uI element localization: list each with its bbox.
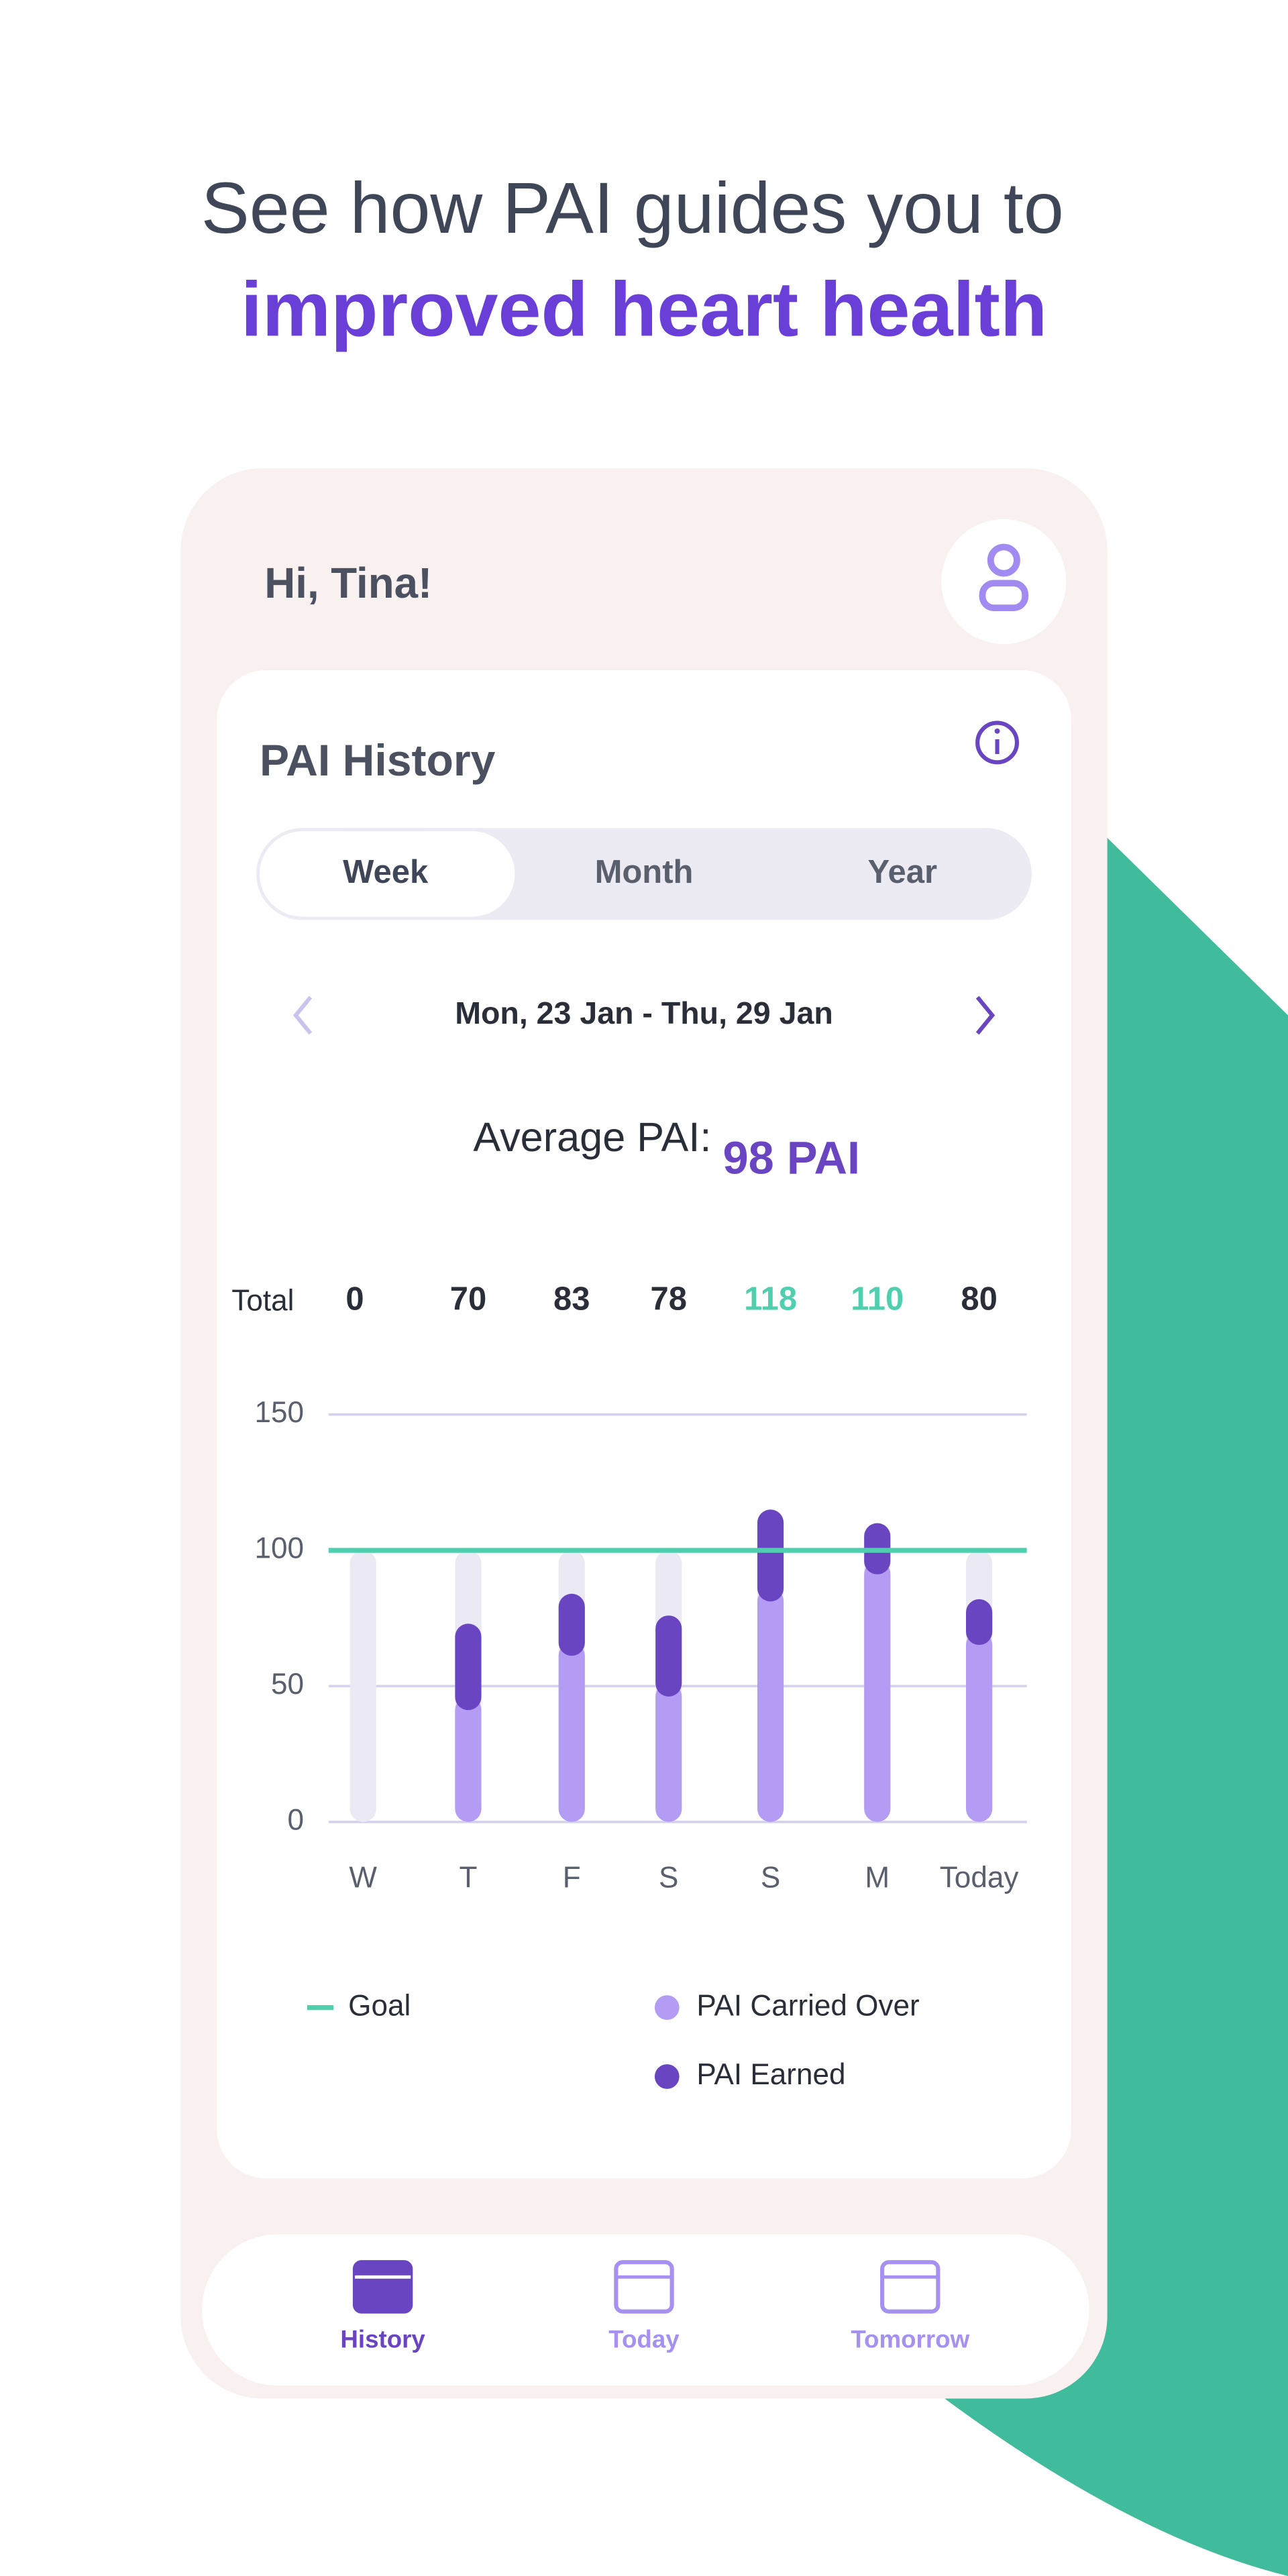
y-tick-label: 150 [255,1396,305,1429]
legend-label: Goal [348,1989,411,2022]
bar-segment [757,1588,784,1822]
y-tick-label: 100 [255,1532,305,1565]
bar-segment [558,1642,585,1822]
nav-item[interactable]: Tomorrow [851,2325,969,2353]
x-tick-label: M [865,1861,890,1894]
avatar-icon [979,580,1029,612]
total-label: 110 [851,1281,904,1318]
legend-label: PAI Carried Over [696,1989,919,2022]
nav-item[interactable]: Today [608,2325,680,2353]
headline-emphasis: improved heart health [241,267,1047,353]
legend-swatch [654,1995,680,2021]
total-label: 118 [744,1281,797,1318]
legend-label: PAI Earned [696,2058,845,2091]
x-tick-label: Today [940,1861,1019,1894]
total-label: 80 [961,1281,997,1318]
next-button[interactable] [975,996,996,1035]
bar-segment [455,1623,482,1711]
x-tick-label: S [659,1861,678,1894]
prev-button[interactable] [292,996,313,1035]
avatar-icon [987,543,1020,577]
y-tick-label: 50 [271,1668,304,1701]
total-label: 0 [345,1281,364,1318]
tab[interactable]: Year [868,854,938,890]
total-label: 70 [450,1281,486,1318]
tab[interactable]: Month [595,854,694,890]
nav-icon [880,2260,941,2314]
bar-segment [757,1509,784,1602]
card-title: PAI History [260,736,496,786]
tab-selected [259,831,515,917]
info-button[interactable] [975,720,1019,765]
history-card [217,670,1071,2179]
nav-icon [352,2260,413,2314]
y-tick-label: 0 [288,1804,305,1837]
headline: See how PAI guides you to [201,167,1064,248]
goal-track [350,1550,376,1822]
x-tick-label: S [761,1861,780,1894]
nav-item[interactable]: History [340,2325,425,2353]
bar-segment [558,1593,585,1656]
bar-segment [864,1561,891,1822]
x-tick-label: T [459,1861,477,1894]
average-label: Average PAI: [473,1114,711,1160]
total-label: 83 [553,1281,590,1318]
greeting: Hi, Tina! [264,559,432,607]
info-icon [994,728,1000,734]
total-label: 78 [651,1281,687,1318]
date-range: Mon, 23 Jan - Thu, 29 Jan [455,996,833,1030]
x-tick-label: W [349,1861,377,1894]
bar-segment [455,1697,482,1822]
tab[interactable]: Week [343,854,429,890]
legend-swatch [654,2064,680,2089]
bar-segment [655,1683,682,1822]
bar-segment [655,1615,682,1697]
nav-icon [614,2260,674,2314]
totals-label: Total [231,1285,294,1318]
average-value: 98 PAI [723,1132,861,1184]
bar-segment [966,1631,993,1822]
bar-segment [966,1599,993,1646]
x-tick-label: F [563,1861,581,1894]
